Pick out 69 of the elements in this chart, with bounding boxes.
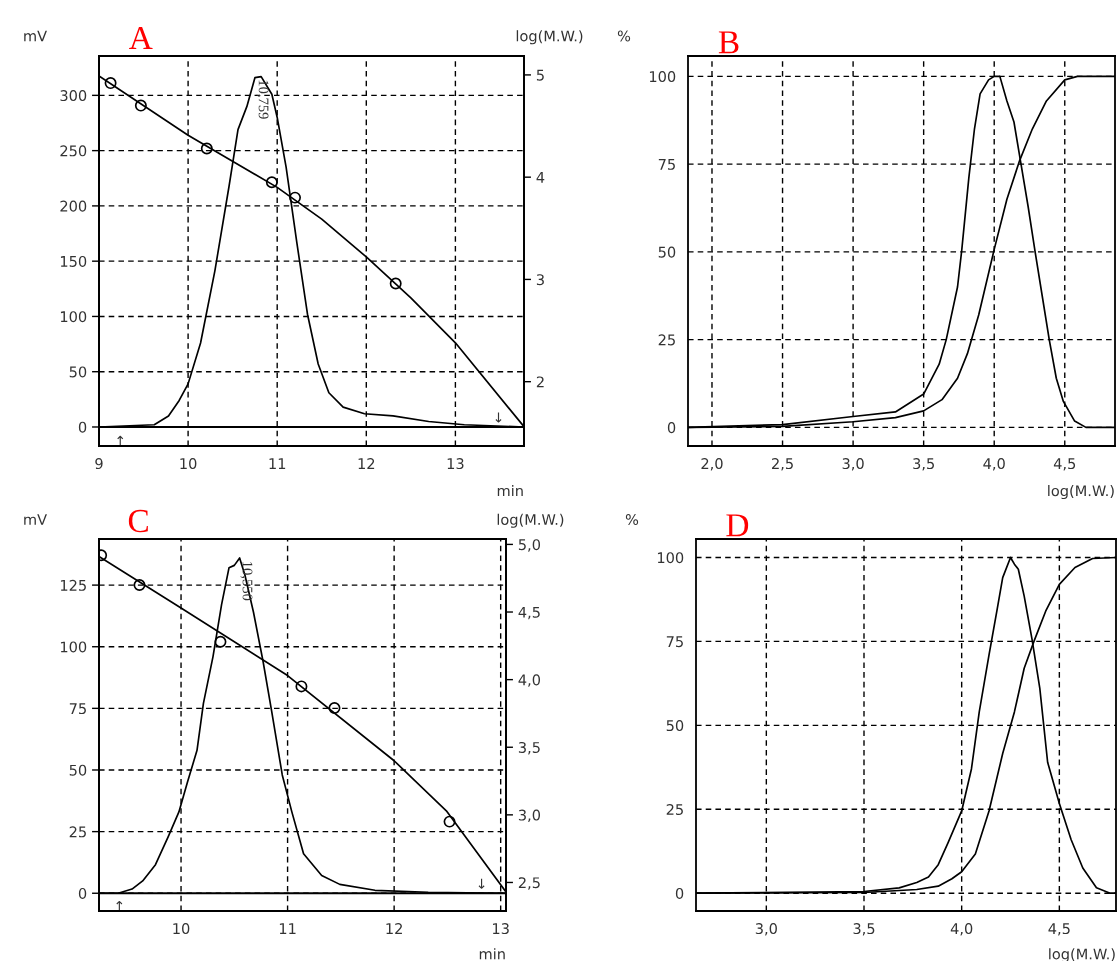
y-tick-label: 25 xyxy=(666,803,683,816)
y-tick-label: 75 xyxy=(69,703,86,715)
y-axis-title: mV xyxy=(24,30,47,42)
x-tick-label: 12 xyxy=(386,923,402,934)
y-tick-label: 50 xyxy=(69,366,87,378)
y2-tick-label: 2 xyxy=(536,376,544,388)
y-tick-label: 250 xyxy=(60,145,87,157)
x-tick-label: 12 xyxy=(358,458,375,469)
y-tick-label: 25 xyxy=(69,826,86,838)
x-tick-label: 11 xyxy=(269,458,286,469)
x-tick-label: 10 xyxy=(180,458,197,470)
y-tick-label: 150 xyxy=(60,255,87,267)
y2-axis-title: log(M.W.) xyxy=(497,513,564,528)
x-tick-label: 3,0 xyxy=(842,458,864,471)
x-tick-label: 13 xyxy=(493,923,509,935)
x-tick-label: 4,0 xyxy=(950,923,973,936)
y2-tick-label: 5 xyxy=(536,69,544,81)
y-tick-label: 50 xyxy=(69,764,87,776)
y2-tick-label: 3,0 xyxy=(518,809,541,823)
y-tick-label: 100 xyxy=(60,641,87,653)
y-tick-label: 200 xyxy=(60,200,87,212)
y-tick-label: 25 xyxy=(658,334,675,346)
y-tick-label: 0 xyxy=(78,421,87,433)
annotation: 10,759 xyxy=(256,80,269,119)
y-axis-title: % xyxy=(617,30,631,42)
x-tick-label: 2,0 xyxy=(701,458,723,471)
y-tick-label: 125 xyxy=(60,579,86,591)
y-tick-label: 100 xyxy=(649,71,676,83)
y-tick-label: 0 xyxy=(78,887,87,899)
x-tick-label: 3,0 xyxy=(755,923,777,936)
x-tick-label: 3,5 xyxy=(913,458,934,471)
chart-title: B xyxy=(718,31,739,54)
x-tick-label: 3,5 xyxy=(853,923,875,936)
x-tick-label: 11 xyxy=(279,923,296,934)
y2-tick-label: 4,5 xyxy=(518,606,540,620)
x-axis-title: min xyxy=(497,485,523,497)
x-tick-label: 10 xyxy=(173,923,190,935)
y2-tick-label: 3,5 xyxy=(518,741,540,755)
x-tick-label: 4,5 xyxy=(1048,923,1070,936)
x-tick-label: 13 xyxy=(447,458,464,470)
x-tick-label: 4,0 xyxy=(983,458,1005,471)
y-tick-label: 75 xyxy=(658,159,675,170)
y-tick-label: 50 xyxy=(658,246,676,258)
y2-tick-label: 5,0 xyxy=(518,539,541,552)
y2-tick-label: 4,0 xyxy=(518,674,541,687)
chart-title: D xyxy=(726,514,749,537)
x-tick-label: 4,5 xyxy=(1053,458,1076,471)
y-axis-title: % xyxy=(625,513,639,526)
y-tick-label: 50 xyxy=(666,720,684,732)
y-tick-label: 0 xyxy=(667,422,676,434)
y-tick-label: 100 xyxy=(60,311,87,323)
annotation: ↓ xyxy=(478,878,485,889)
y-tick-label: 75 xyxy=(666,636,683,648)
y-axis-title: mV xyxy=(24,514,47,525)
x-axis-title: log(M.W.) xyxy=(1048,485,1114,500)
x-tick-label: 2,5 xyxy=(772,458,793,471)
y2-tick-label: 3 xyxy=(536,274,544,286)
y2-tick-label: 2,5 xyxy=(518,877,540,890)
y-tick-label: 100 xyxy=(657,552,684,564)
y2-axis-title: log(M.W.) xyxy=(516,30,583,45)
y-tick-label: 300 xyxy=(60,90,87,102)
chart-title: C xyxy=(128,509,148,533)
y-tick-label: 0 xyxy=(675,887,684,899)
chart-title: A xyxy=(129,26,153,49)
y2-tick-label: 4 xyxy=(536,172,545,183)
annotation: 10,550 xyxy=(240,562,253,601)
annotation: ↓ xyxy=(495,412,502,423)
x-tick-label: 9 xyxy=(95,458,103,470)
x-axis-title: min xyxy=(479,948,505,960)
